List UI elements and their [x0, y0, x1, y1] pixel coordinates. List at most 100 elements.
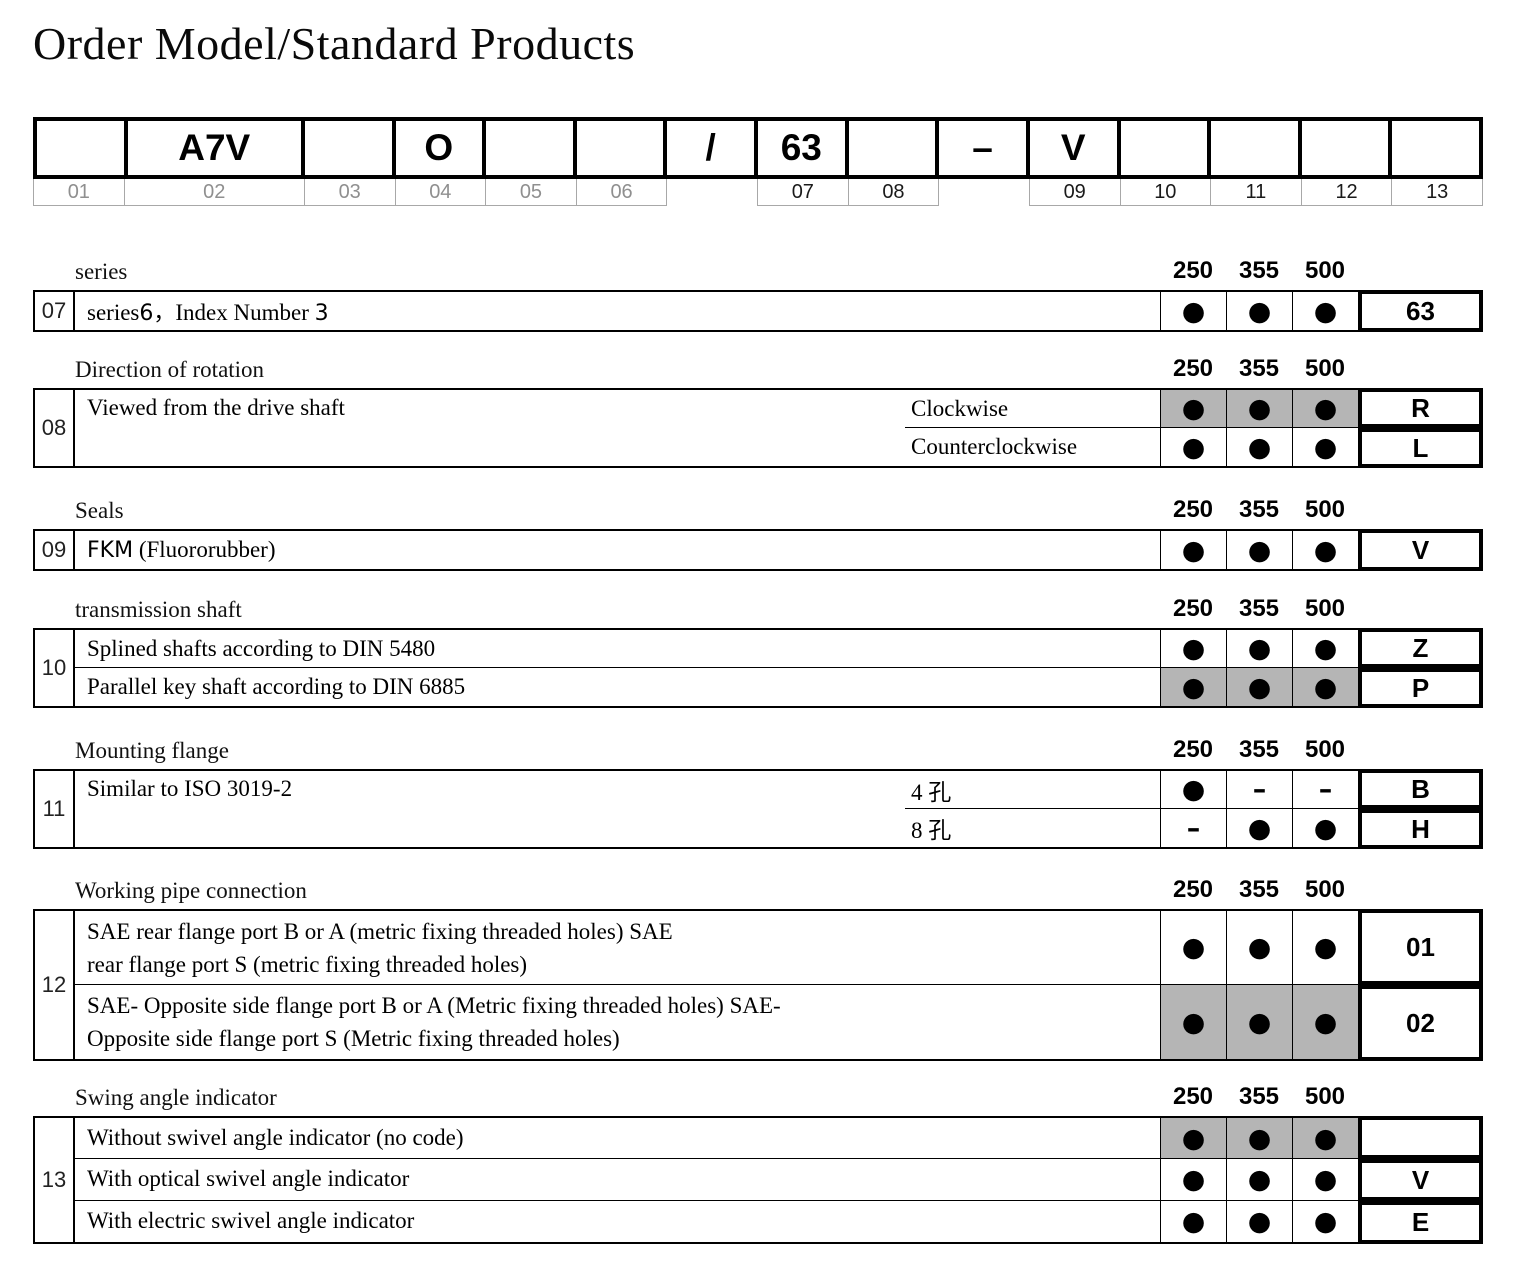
availability-cell: ●	[1160, 531, 1226, 569]
availability-cell: ●	[1226, 630, 1292, 668]
field-number: 11	[1211, 179, 1302, 206]
section-description: Viewed from the drive shaft	[87, 395, 345, 420]
section-label: Seals	[75, 498, 124, 523]
code-cell-10	[1116, 121, 1208, 175]
code-box: V	[1358, 529, 1483, 571]
size-column-headers: 250 355 500	[1160, 735, 1358, 765]
availability-cell: ●	[1160, 668, 1226, 706]
option-label: 8 孔	[911, 818, 952, 843]
section-table: 13 Without swivel angle indicator (no co…	[33, 1116, 1483, 1245]
availability-cell: ●	[1226, 1159, 1292, 1201]
section-label: Working pipe connection	[75, 878, 307, 903]
field-number: 06	[576, 179, 668, 206]
size-column-headers: 250 355 500	[1160, 495, 1358, 525]
option-row: Counterclockwise ● ● ●	[75, 428, 1481, 466]
code-cell-dash: –	[935, 121, 1026, 175]
section-series: series 250 355 500 07 series6，Index Numb…	[33, 256, 1483, 332]
size-column-header: 500	[1304, 876, 1346, 903]
option-row: series6，Index Number 3 ● ● ●	[75, 292, 1481, 330]
code-cell-09: V	[1025, 121, 1117, 175]
availability-cell: ●	[1160, 630, 1226, 668]
availability-cell: ●	[1160, 292, 1226, 330]
availability-cell: ●	[1226, 428, 1292, 466]
availability-cell: ●	[1292, 630, 1358, 668]
section-label: Direction of rotation	[75, 357, 265, 382]
section-label: Mounting flange	[75, 738, 229, 763]
code-box: V	[1358, 1158, 1483, 1202]
availability-cell: ●	[1292, 668, 1358, 706]
code-cell-07: 63	[754, 121, 845, 175]
size-column-header: 250	[1172, 736, 1214, 763]
availability-cell: –	[1292, 771, 1358, 809]
size-column-header: 500	[1304, 1083, 1346, 1110]
code-cell-01	[37, 121, 124, 175]
size-column-header: 500	[1304, 257, 1346, 284]
availability-cell: ●	[1160, 428, 1226, 466]
code-box: 01	[1358, 909, 1483, 985]
section-table: 10 Splined shafts according to DIN 5480 …	[33, 628, 1483, 708]
size-column-header: 250	[1172, 496, 1214, 523]
availability-cell: ●	[1292, 809, 1358, 847]
availability-cell: ●	[1160, 1159, 1226, 1201]
availability-cell: ●	[1292, 911, 1358, 985]
code-cell-05	[482, 121, 573, 175]
size-column-header: 500	[1304, 736, 1346, 763]
size-column-header: 250	[1172, 1083, 1214, 1110]
availability-cell: ●	[1226, 1118, 1292, 1160]
availability-cell: ●	[1292, 531, 1358, 569]
availability-cell: ●	[1226, 390, 1292, 428]
section-table: 08 Viewed from the drive shaft Clockwise…	[33, 388, 1483, 468]
section-working-pipe-connection: Working pipe connection 250 355 500 12 S…	[33, 875, 1483, 1061]
section-description: Similar to ISO 3019-2	[87, 776, 293, 801]
section-label: Swing angle indicator	[75, 1085, 277, 1110]
code-cell-06	[572, 121, 664, 175]
field-number-gap	[667, 179, 757, 206]
code-box: P	[1358, 668, 1483, 708]
field-id: 10	[35, 630, 75, 706]
availability-cell: ●	[1292, 292, 1358, 330]
field-number: 10	[1120, 179, 1212, 206]
availability-cell: ●	[1160, 1118, 1226, 1160]
field-number: 03	[304, 179, 396, 206]
field-id: 11	[35, 771, 75, 847]
field-id: 09	[35, 531, 75, 569]
size-column-header: 500	[1304, 496, 1346, 523]
section-label: series	[75, 259, 128, 284]
option-row: With optical swivel angle indicator ● ● …	[75, 1159, 1481, 1201]
option-description: SAE- Opposite side flange port B or A (M…	[87, 993, 781, 1051]
size-column-header: 355	[1238, 355, 1280, 382]
field-number: 01	[33, 179, 125, 206]
code-cell-08	[844, 121, 936, 175]
code-box: B	[1358, 769, 1483, 809]
field-number: 02	[124, 179, 305, 206]
model-code-table: A7V O / 63 – V	[33, 117, 1483, 179]
availability-cell: ●	[1292, 390, 1358, 428]
size-column-header: 250	[1172, 355, 1214, 382]
code-cell-13	[1388, 121, 1479, 175]
code-cell-slash: /	[663, 121, 754, 175]
option-row: 4 孔 ● – –	[75, 771, 1481, 809]
code-box: E	[1358, 1201, 1483, 1245]
section-transmission-shaft: transmission shaft 250 355 500 10 Spline…	[33, 594, 1483, 708]
option-label: 4 孔	[905, 771, 1160, 809]
option-description: With optical swivel angle indicator	[75, 1159, 1160, 1201]
availability-cell: –	[1226, 771, 1292, 809]
code-box	[1358, 1116, 1483, 1159]
field-id: 08	[35, 390, 75, 466]
option-description: SAE rear flange port B or A (metric fixi…	[75, 911, 1160, 985]
size-column-header: 250	[1172, 876, 1214, 903]
availability-cell: –	[1160, 809, 1226, 847]
size-column-header: 250	[1172, 595, 1214, 622]
code-box: 63	[1358, 290, 1483, 332]
field-id: 12	[35, 911, 75, 1059]
size-column-header: 500	[1304, 595, 1346, 622]
section-table: 11 Similar to ISO 3019-2 4 孔 ● – – 8 孔 –…	[33, 769, 1483, 849]
field-number: 09	[1028, 179, 1121, 206]
section-table: 07 series6，Index Number 3 ● ● ● 63	[33, 290, 1483, 332]
size-column-headers: 250 355 500	[1160, 256, 1358, 286]
size-column-headers: 250 355 500	[1160, 1082, 1358, 1112]
option-row: Without swivel angle indicator (no code)…	[75, 1118, 1481, 1160]
code-box: H	[1358, 809, 1483, 849]
availability-cell: ●	[1226, 668, 1292, 706]
